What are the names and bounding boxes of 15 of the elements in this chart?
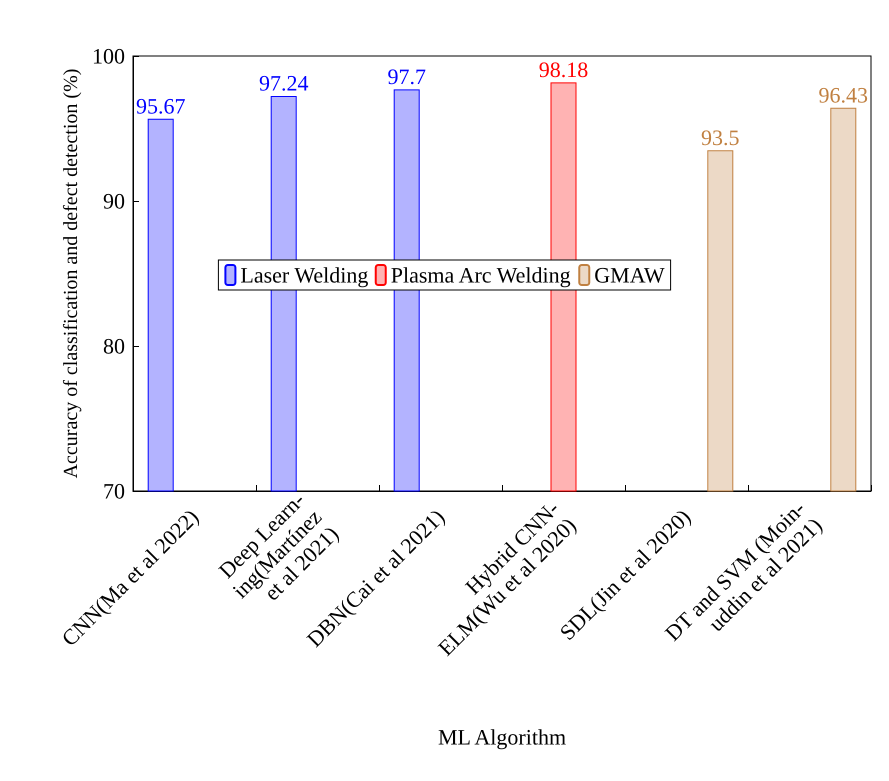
- data-label: 97.24: [258, 70, 308, 96]
- data-label: 93.5: [701, 124, 740, 150]
- y-tick-label: 90: [103, 188, 125, 214]
- data-label: 98.18: [538, 56, 588, 82]
- legend-label: Laser Welding: [240, 262, 368, 288]
- data-label: 97.7: [387, 64, 426, 89]
- data-label: 95.67: [136, 93, 186, 118]
- legend-label: Plasma Arc Welding: [390, 262, 571, 288]
- x-axis-title: ML Algorithm: [438, 724, 566, 750]
- y-axis-title: Accuracy of classification and defect detection (%): [60, 68, 82, 478]
- y-tick-label: 80: [103, 334, 125, 358]
- data-label: 96.43: [818, 82, 868, 108]
- y-tick-label: 100: [92, 44, 125, 68]
- y-tick-label: 70: [103, 478, 125, 504]
- legend-label: GMAW: [594, 262, 665, 288]
